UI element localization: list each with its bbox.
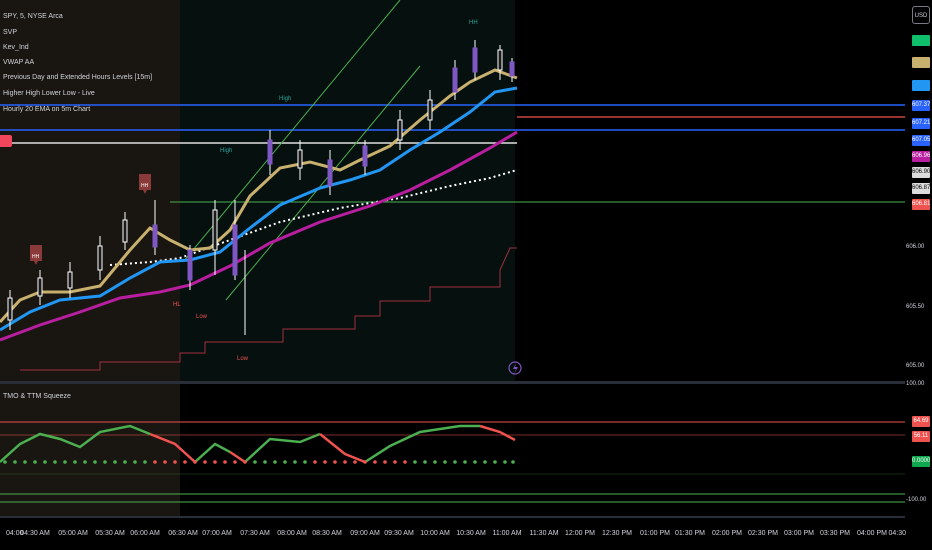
time-tick-label: 06:30 AM	[168, 530, 198, 537]
dotted-ema	[109, 169, 518, 266]
main-chart-pane[interactable]: HH HH HH High High HL Low Low	[0, 0, 905, 381]
time-tick-label: 04:30 AM	[20, 530, 50, 537]
legend-hourly-ema[interactable]: Hourly 20 EMA on 5m Chart	[3, 106, 91, 113]
time-tick-label: 04:00	[6, 530, 24, 537]
hl-annotation: HL	[173, 302, 181, 308]
price-label-606: 606.00	[906, 244, 925, 250]
price-tag-1: 607.37	[912, 100, 930, 111]
oscillator-pane[interactable]	[0, 384, 905, 518]
time-tick-label: 08:30 AM	[312, 530, 342, 537]
price-tag-7: 606.81	[912, 199, 930, 210]
tmo-wave-up-4	[364, 424, 480, 464]
session-shading	[180, 0, 515, 381]
time-tick-label: 08:00 AM	[277, 530, 307, 537]
price-label-605-5: 605.50	[906, 304, 925, 310]
time-tick-label: 09:00 AM	[350, 530, 380, 537]
time-tick-label: 04:30	[888, 530, 906, 537]
tmo-wave-down-2	[229, 450, 246, 464]
squeeze-dots	[3, 460, 515, 464]
time-tick-label: 02:30 PM	[748, 530, 778, 537]
oscillator-chart[interactable]	[0, 384, 905, 518]
price-label-605: 605.00	[906, 363, 925, 369]
time-tick-label: 07:30 AM	[240, 530, 270, 537]
osc-label-neg100: -100.00	[906, 497, 927, 503]
fast-ema-line	[0, 68, 518, 324]
time-tick-label: 09:30 AM	[384, 530, 414, 537]
tmo-wave-up	[0, 424, 151, 463]
premarket-shading	[0, 0, 180, 381]
low-annotation: Low	[196, 314, 208, 320]
tmo-wave-up-2	[194, 442, 231, 463]
osc-tag-2: 56.11	[912, 431, 930, 442]
bolt-icon	[508, 361, 522, 375]
time-tick-label: 06:00 AM	[130, 530, 160, 537]
legend-vwap[interactable]: VWAP AA	[3, 59, 35, 66]
time-tick-label: 10:30 AM	[456, 530, 486, 537]
time-axis[interactable]	[0, 518, 905, 550]
legend-kev-ind[interactable]: Kev_Ind	[3, 44, 29, 51]
time-tick-label: 12:30 PM	[602, 530, 632, 537]
alert-tab[interactable]	[0, 135, 12, 147]
price-tag-6: 606.87	[912, 183, 930, 194]
time-tick-label: 10:00 AM	[420, 530, 450, 537]
legend-symbol[interactable]: SPY, 5, NYSE Arca	[3, 13, 63, 20]
pane-divider[interactable]	[0, 381, 932, 384]
currency-button[interactable]: USD	[912, 6, 930, 24]
high-annotation-2: High	[279, 96, 291, 102]
osc-tag-1: 64.69	[912, 416, 930, 427]
time-tick-label: 03:30 PM	[820, 530, 850, 537]
hh-annotation: HH	[469, 20, 478, 26]
high-annotation: High	[220, 148, 232, 154]
channel-upper	[182, 0, 401, 263]
price-tag-4: 606.96	[912, 151, 930, 162]
time-tick-label: 11:30 AM	[529, 530, 559, 537]
hh-marker-label-1: HH	[32, 254, 40, 260]
time-tick-label: 12:00 PM	[565, 530, 595, 537]
legend-prev-day-levels[interactable]: Previous Day and Extended Hours Levels […	[3, 74, 153, 81]
osc-tag-3: 0.0000	[912, 456, 930, 467]
axis-divider	[0, 516, 932, 518]
price-tag-tan	[912, 57, 930, 68]
step-line	[20, 247, 517, 371]
tmo-wave-down-3	[319, 433, 366, 464]
tmo-wave-down-1	[149, 432, 196, 463]
low-annotation-2: Low	[237, 356, 249, 362]
time-tick-label: 01:00 PM	[640, 530, 670, 537]
osc-label-100: 100.00	[906, 381, 925, 387]
hh-marker-label-2: HH	[141, 183, 149, 189]
legend-hhll[interactable]: Higher High Lower Low - Live	[3, 90, 95, 97]
time-tick-label: 04:00 PM	[857, 530, 887, 537]
tmo-wave-up-3	[244, 432, 321, 463]
price-chart[interactable]: HH HH HH High High HL Low Low	[0, 0, 905, 381]
vwap-line	[0, 86, 518, 332]
price-tag-2: 607.21	[912, 118, 930, 129]
time-tick-label: 03:00 PM	[784, 530, 814, 537]
price-tag-5: 606.90	[912, 167, 930, 178]
oscillator-title[interactable]: TMO & TTM Squeeze	[3, 393, 71, 400]
time-tick-label: 01:30 PM	[675, 530, 705, 537]
time-tick-label: 07:00 AM	[202, 530, 232, 537]
time-tick-label: 05:30 AM	[95, 530, 125, 537]
channel-lower	[225, 65, 421, 301]
tmo-wave-down-4	[479, 424, 516, 442]
price-tag-green	[912, 35, 930, 46]
price-tag-blue	[912, 80, 930, 91]
price-tag-3: 607.05	[912, 135, 930, 146]
time-tick-label: 02:00 PM	[712, 530, 742, 537]
time-tick-label: 11:00 AM	[492, 530, 522, 537]
candles	[7, 40, 515, 335]
legend-svp[interactable]: SVP	[3, 29, 18, 36]
hourly-ema-line	[0, 130, 518, 342]
time-tick-label: 05:00 AM	[58, 530, 88, 537]
hh-markers	[30, 174, 151, 265]
